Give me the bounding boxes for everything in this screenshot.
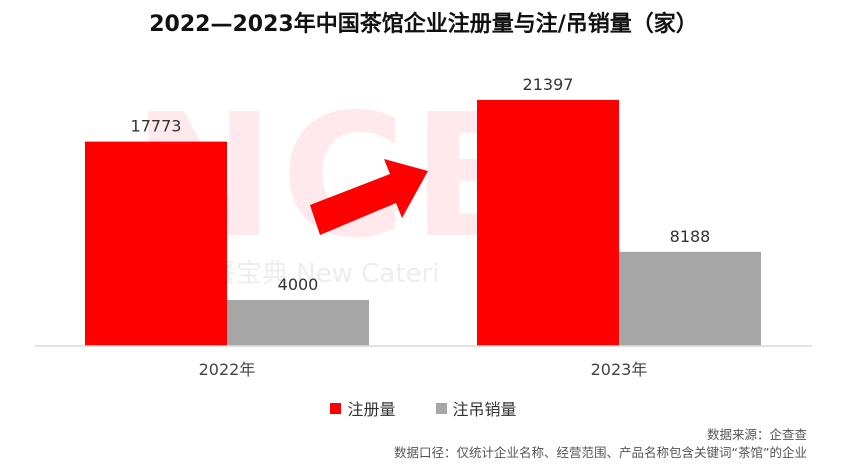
bar-registrations-1 xyxy=(477,99,619,346)
data-label: 4000 xyxy=(278,275,319,294)
data-label: 21397 xyxy=(523,75,574,94)
source-note: 数据来源：企查查 xyxy=(706,427,807,442)
trend-arrow-icon xyxy=(310,159,428,235)
legend-label: 注吊销量 xyxy=(452,400,517,419)
legend-swatch-gray xyxy=(435,402,447,414)
chart-title: 2022—2023年中国茶馆企业注册量与注/吊销量（家） xyxy=(149,12,698,37)
data-label: 8188 xyxy=(670,227,711,246)
scope-note: 数据口径：仅统计企业名称、经营范围、产品名称包含关键词“茶馆”的企业 xyxy=(394,445,807,460)
bar-cancellations-0 xyxy=(227,300,369,346)
data-label: 17773 xyxy=(131,117,182,136)
legend-swatch-red xyxy=(330,402,342,414)
legend-label: 注册量 xyxy=(347,400,396,419)
bar-cancellations-1 xyxy=(619,251,761,346)
legend-item-registrations: 注册量 xyxy=(330,396,396,420)
x-tick-label: 2023年 xyxy=(591,360,648,379)
watermark-text: 餐宝典 New Cateri xyxy=(210,259,439,289)
legend-item-cancellations: 注吊销量 xyxy=(435,396,517,420)
bar-registrations-0 xyxy=(85,141,227,346)
legend: 注册量 注吊销量 xyxy=(0,396,847,420)
x-tick-label: 2022年 xyxy=(199,360,256,379)
